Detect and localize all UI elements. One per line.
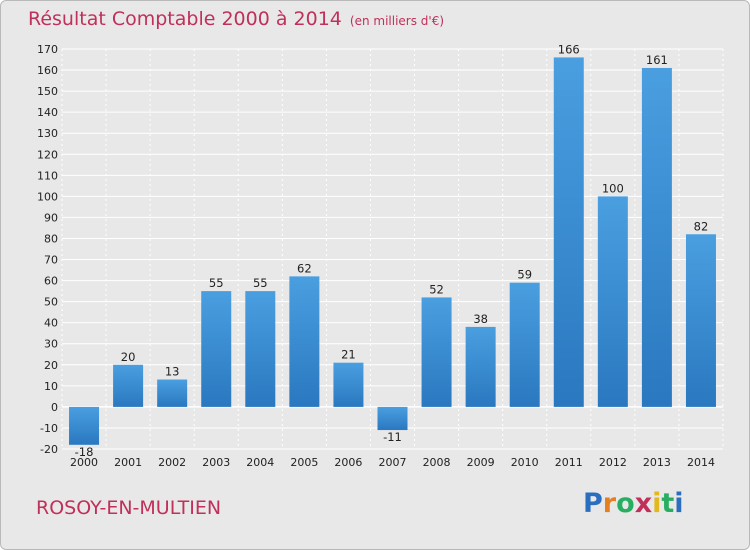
bar-2008 <box>421 297 452 407</box>
value-label: 55 <box>209 276 224 290</box>
bar-2002 <box>157 379 188 407</box>
x-tick-label: 2005 <box>290 456 318 469</box>
x-tick-label: 2007 <box>379 456 407 469</box>
bar-2009 <box>465 326 496 407</box>
value-label: 82 <box>694 219 709 233</box>
x-tick-label: 2001 <box>114 456 142 469</box>
x-tick-label: 2002 <box>158 456 186 469</box>
x-tick-label: 2000 <box>70 456 98 469</box>
value-label: -18 <box>75 445 94 459</box>
y-tick-label: 160 <box>37 64 58 77</box>
y-tick-label: 40 <box>44 317 58 330</box>
value-label: 161 <box>646 53 668 67</box>
value-label: 100 <box>602 181 624 195</box>
x-tick-label: 2010 <box>511 456 539 469</box>
y-tick-label: 120 <box>37 148 58 161</box>
bar-2012 <box>597 196 628 407</box>
value-label: 13 <box>165 365 180 379</box>
value-label: 59 <box>517 268 532 282</box>
commune-name: ROSOY-EN-MULTIEN <box>36 497 222 519</box>
y-tick-label: -10 <box>40 422 58 435</box>
logo-letter: o <box>616 488 635 519</box>
y-tick-label: 90 <box>44 211 58 224</box>
value-label: 62 <box>297 261 312 275</box>
x-tick-label: 2012 <box>599 456 627 469</box>
x-tick-label: 2011 <box>555 456 583 469</box>
value-label: 52 <box>429 282 444 296</box>
bar-2006 <box>333 362 364 407</box>
logo-letter: r <box>602 488 617 519</box>
y-tick-label: 10 <box>44 380 58 393</box>
logo-letter: x <box>634 488 653 519</box>
x-tick-label: 2004 <box>246 456 274 469</box>
y-tick-label: 150 <box>37 85 58 98</box>
title-unit: (en milliers d'€) <box>349 14 445 28</box>
y-tick-label: 0 <box>51 401 58 414</box>
x-tick-label: 2013 <box>643 456 671 469</box>
logo-letter: P <box>583 488 603 519</box>
y-tick-label: 140 <box>37 106 58 119</box>
value-label: 166 <box>558 42 580 56</box>
bar-2003 <box>201 291 232 407</box>
chart-title: Résultat Comptable 2000 à 2014 (en millie… <box>28 8 444 30</box>
bar-2001 <box>113 364 144 407</box>
y-tick-label: 20 <box>44 359 58 372</box>
y-tick-label: 130 <box>37 127 58 140</box>
y-tick-label: 70 <box>44 254 58 267</box>
value-label: 55 <box>253 276 268 290</box>
bar-2005 <box>289 276 320 407</box>
bar-2004 <box>245 291 276 407</box>
proxiti-logo[interactable]: Proxiti <box>583 488 684 519</box>
bar-2010 <box>509 282 540 407</box>
value-label: -11 <box>383 430 402 444</box>
y-tick-label: 80 <box>44 232 58 245</box>
x-tick-label: 2003 <box>202 456 230 469</box>
x-tick-label: 2014 <box>687 456 715 469</box>
y-tick-label: 50 <box>44 296 58 309</box>
logo-letter: i <box>674 488 684 519</box>
logo-letter: t <box>661 488 675 519</box>
x-tick-label: 2006 <box>334 456 362 469</box>
y-tick-label: 170 <box>37 43 58 56</box>
value-label: 38 <box>473 312 488 326</box>
logo-letter: i <box>652 488 662 519</box>
value-label: 20 <box>121 350 136 364</box>
value-label: 21 <box>341 348 356 362</box>
title-text: Résultat Comptable 2000 à 2014 <box>28 8 342 30</box>
y-tick-label: 30 <box>44 338 58 351</box>
bar-2011 <box>553 57 584 407</box>
bar-2007 <box>377 406 408 431</box>
x-tick-label: 2008 <box>423 456 451 469</box>
bar-2013 <box>641 67 672 407</box>
bar-2000 <box>69 406 100 445</box>
x-tick-label: 2009 <box>467 456 495 469</box>
y-tick-label: 100 <box>37 190 58 203</box>
y-tick-label: 60 <box>44 275 58 288</box>
y-tick-label: -20 <box>40 443 58 456</box>
y-tick-label: 110 <box>37 169 58 182</box>
bar-2014 <box>685 234 716 407</box>
